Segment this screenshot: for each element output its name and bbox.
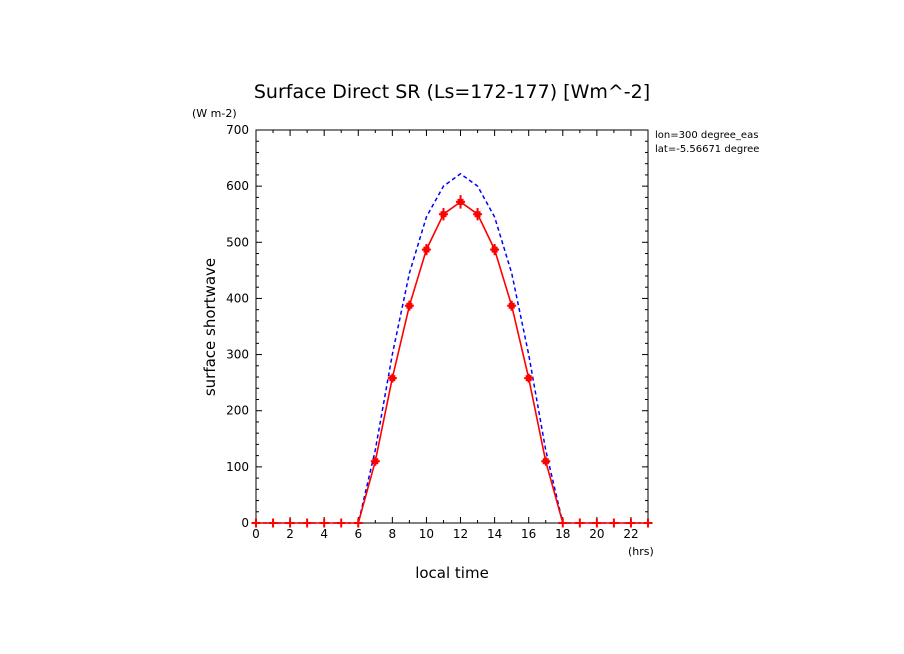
data-point-box bbox=[491, 246, 498, 253]
data-point-box bbox=[474, 211, 481, 218]
x-tick-label: 4 bbox=[320, 527, 328, 541]
x-axis-unit: (hrs) bbox=[628, 545, 654, 558]
series-solid-line bbox=[256, 200, 648, 524]
y-tick-label: 600 bbox=[226, 179, 249, 193]
x-axis-label: local time bbox=[415, 564, 489, 582]
y-tick-label: 500 bbox=[226, 235, 249, 249]
x-tick-label: 10 bbox=[419, 527, 434, 541]
x-tick-label: 16 bbox=[521, 527, 536, 541]
y-tick-label: 200 bbox=[226, 404, 249, 418]
data-point-box bbox=[508, 302, 515, 309]
x-tick-label: 12 bbox=[453, 527, 468, 541]
y-tick-label: 0 bbox=[241, 516, 249, 530]
y-tick-label: 300 bbox=[226, 348, 249, 362]
chart-title: Surface Direct SR (Ls=172-177) [Wm^-2] bbox=[254, 81, 650, 103]
data-point-box bbox=[389, 375, 396, 382]
data-point-box bbox=[542, 458, 549, 465]
y-axis-unit: (W m-2) bbox=[192, 107, 237, 120]
data-point-box bbox=[423, 246, 430, 253]
x-tick-label: 2 bbox=[286, 527, 294, 541]
x-tick-label: 20 bbox=[589, 527, 604, 541]
x-tick-label: 22 bbox=[623, 527, 638, 541]
y-tick-label: 400 bbox=[226, 291, 249, 305]
data-point-box bbox=[440, 211, 447, 218]
data-point-box bbox=[525, 375, 532, 382]
y-tick-label: 700 bbox=[226, 123, 249, 137]
y-axis-label: surface shortwave bbox=[201, 258, 219, 396]
y-tick-label: 100 bbox=[226, 460, 249, 474]
plot-frame bbox=[255, 129, 649, 524]
x-tick-label: 0 bbox=[252, 527, 260, 541]
x-tick-label: 8 bbox=[389, 527, 397, 541]
x-tick-label: 6 bbox=[354, 527, 362, 541]
x-tick-label: 14 bbox=[487, 527, 502, 541]
annotation-lon: lon=300 degree_eas bbox=[655, 130, 758, 141]
series-dashed-line bbox=[256, 172, 648, 524]
data-point-box bbox=[406, 302, 413, 309]
plot-area: 0 2 4 6 8 10 12 14 16 18 20 22 0 100 200 300 400 500 600 70… bbox=[226, 123, 653, 541]
x-tick-label: 18 bbox=[555, 527, 570, 541]
data-point-box bbox=[457, 198, 464, 205]
data-point-box bbox=[372, 458, 379, 465]
annotation-lat: lat=-5.56671 degree bbox=[655, 144, 759, 155]
